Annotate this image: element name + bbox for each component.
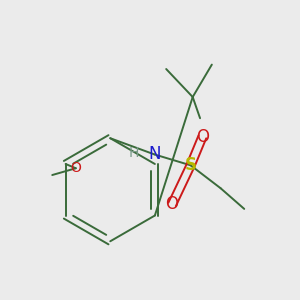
Text: H: H [129, 146, 139, 160]
Text: O: O [70, 161, 81, 175]
Text: O: O [196, 128, 209, 146]
Text: N: N [148, 146, 161, 164]
Text: O: O [166, 196, 178, 214]
Text: S: S [184, 156, 196, 174]
